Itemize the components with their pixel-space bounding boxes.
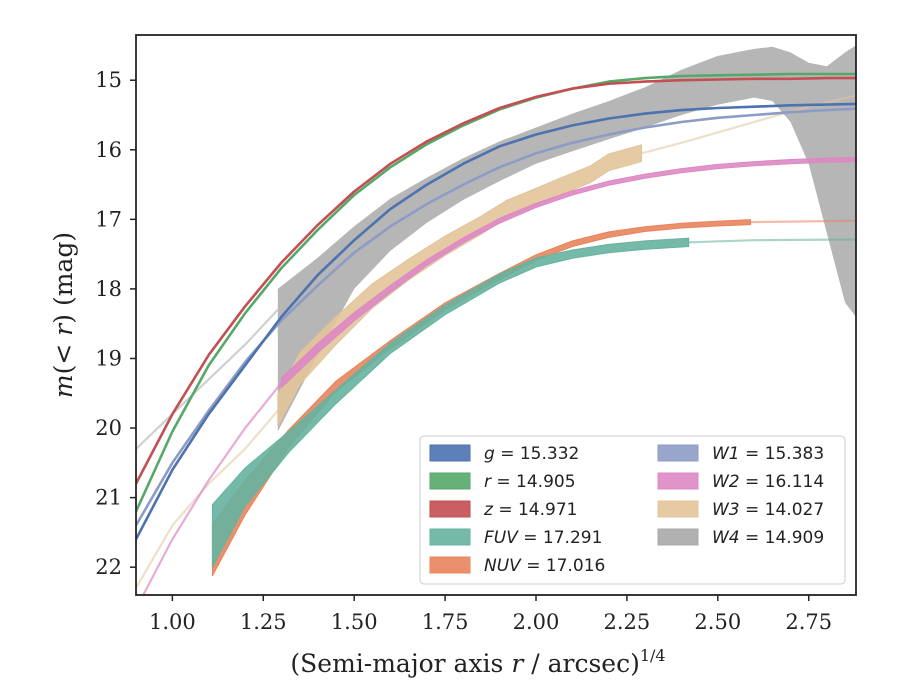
legend-item-z: z = 14.971 bbox=[429, 500, 577, 520]
legend-item-r: r = 14.905 bbox=[429, 472, 576, 492]
plot-frame bbox=[135, 34, 857, 596]
x-tick-label: 2.75 bbox=[785, 610, 832, 634]
legend-label: W1 = 15.383 bbox=[712, 444, 824, 464]
series-w3 bbox=[136, 94, 856, 589]
y-tick-label: 20 bbox=[95, 416, 122, 440]
series-w2 bbox=[142, 156, 856, 595]
y-tick-label: 17 bbox=[95, 207, 122, 231]
legend-label: NUV = 17.016 bbox=[484, 556, 605, 576]
legend-label: g = 15.332 bbox=[484, 444, 579, 464]
legend-item-g: g = 15.332 bbox=[429, 444, 579, 464]
x-tick-label: 1.50 bbox=[331, 610, 378, 634]
series-w3-extrapolation bbox=[136, 409, 279, 589]
y-tick-label: 18 bbox=[95, 277, 122, 301]
legend-swatch bbox=[429, 556, 471, 574]
x-tick-label: 2.00 bbox=[513, 610, 560, 634]
legend-swatch bbox=[657, 528, 699, 546]
x-tick-label: 2.25 bbox=[604, 610, 651, 634]
legend-item-w4: W4 = 14.909 bbox=[657, 528, 824, 548]
legend-item-nuv: NUV = 17.016 bbox=[429, 556, 605, 576]
series-w2-band bbox=[281, 156, 856, 389]
series-g-line bbox=[136, 102, 856, 540]
legend-item-fuv: FUV = 17.291 bbox=[429, 528, 602, 548]
series-fuv-band bbox=[211, 237, 690, 568]
series-fuv-extrapolation bbox=[688, 238, 856, 244]
series-w4-extrapolation bbox=[136, 309, 279, 450]
x-tick-label: 2.50 bbox=[694, 610, 741, 634]
legend: g = 15.332 r = 14.905 z = 14.971 FUV = 17.2… bbox=[419, 435, 846, 585]
legend-swatch bbox=[657, 444, 699, 462]
series-w2-extrapolation bbox=[142, 382, 283, 595]
x-tick-label: 1.25 bbox=[240, 610, 287, 634]
legend-label: W3 = 14.027 bbox=[712, 500, 824, 520]
legend-item-w3: W3 = 14.027 bbox=[657, 500, 824, 520]
legend-swatch bbox=[429, 444, 471, 462]
legend-label: W4 = 14.909 bbox=[712, 528, 824, 548]
legend-swatch bbox=[657, 500, 699, 518]
x-axis-title: (Semi-major axis r / arcsec)1/4 bbox=[290, 646, 665, 678]
y-tick-label: 22 bbox=[95, 555, 122, 579]
x-tick-label: 1.00 bbox=[149, 610, 196, 634]
legend-item-w1: W1 = 15.383 bbox=[657, 444, 824, 464]
legend-box bbox=[419, 435, 846, 585]
series-nuv-extrapolation bbox=[750, 219, 856, 224]
legend-swatch bbox=[429, 472, 471, 490]
legend-label: r = 14.905 bbox=[484, 472, 576, 492]
series-w3-extrapolation bbox=[641, 94, 856, 155]
series-z bbox=[136, 76, 856, 485]
y-tick-label: 16 bbox=[95, 138, 122, 162]
y-axis-title: m(< r) (mag) bbox=[49, 232, 78, 398]
x-axis: 1.00 1.25 1.50 1.75 2.00 2.25 2.50 2.75 bbox=[149, 595, 832, 634]
series-z-line bbox=[136, 76, 856, 485]
legend-swatch bbox=[657, 472, 699, 490]
y-axis: 15 16 17 18 19 20 21 22 bbox=[95, 68, 136, 579]
legend-label: W2 = 16.114 bbox=[712, 472, 824, 492]
legend-label: FUV = 17.291 bbox=[484, 528, 602, 548]
legend-label: z = 14.971 bbox=[483, 500, 577, 520]
series-layer bbox=[136, 45, 856, 595]
y-tick-label: 19 bbox=[95, 346, 122, 370]
series-fuv bbox=[211, 237, 856, 568]
legend-item-w2: W2 = 16.114 bbox=[657, 472, 824, 492]
y-tick-label: 21 bbox=[95, 486, 122, 510]
series-g bbox=[136, 102, 856, 540]
legend-swatch bbox=[429, 528, 471, 546]
series-w4-band bbox=[277, 45, 856, 432]
x-tick-label: 1.75 bbox=[422, 610, 469, 634]
legend-swatch bbox=[429, 500, 471, 518]
series-w4 bbox=[136, 45, 856, 450]
series-w3-band bbox=[277, 144, 642, 427]
y-tick-label: 15 bbox=[95, 68, 122, 92]
